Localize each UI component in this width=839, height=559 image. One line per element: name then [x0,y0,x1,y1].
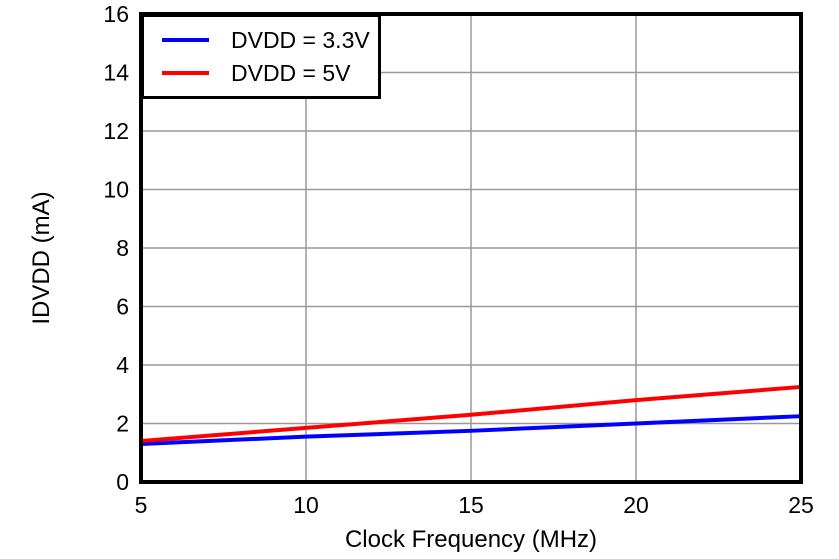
y-axis-title: IDVDD (mA) [28,191,55,325]
y-tick-label: 4 [116,352,129,378]
y-tick-label: 8 [116,235,129,261]
x-tick-label: 25 [788,492,814,518]
series-line-1 [140,384,802,444]
x-tick-label: 5 [135,492,148,518]
series-line-0 [140,414,802,446]
legend: DVDD = 3.3V DVDD = 5V [141,14,381,99]
y-tick-label: 14 [103,60,129,86]
y-tick-label: 16 [103,1,129,27]
y-tick-label: 10 [103,177,129,203]
legend-label: DVDD = 3.3V [231,26,370,53]
x-axis-title: Clock Frequency (MHz) [344,526,598,553]
legend-label: DVDD = 5V [231,59,351,86]
legend-item: DVDD = 5V [162,60,378,86]
legend-item: DVDD = 3.3V [162,27,378,53]
y-tick-label: 2 [116,411,129,437]
y-tick-label: 6 [116,294,129,320]
y-tick-label: 12 [103,118,129,144]
legend-line-swatch [162,71,209,75]
x-tick-label: 20 [623,492,649,518]
plot-frame [139,12,803,484]
x-tick-label: 15 [458,492,484,518]
y-tick-label: 0 [116,469,129,495]
legend-line-swatch [162,38,209,42]
x-tick-label: 10 [293,492,319,518]
